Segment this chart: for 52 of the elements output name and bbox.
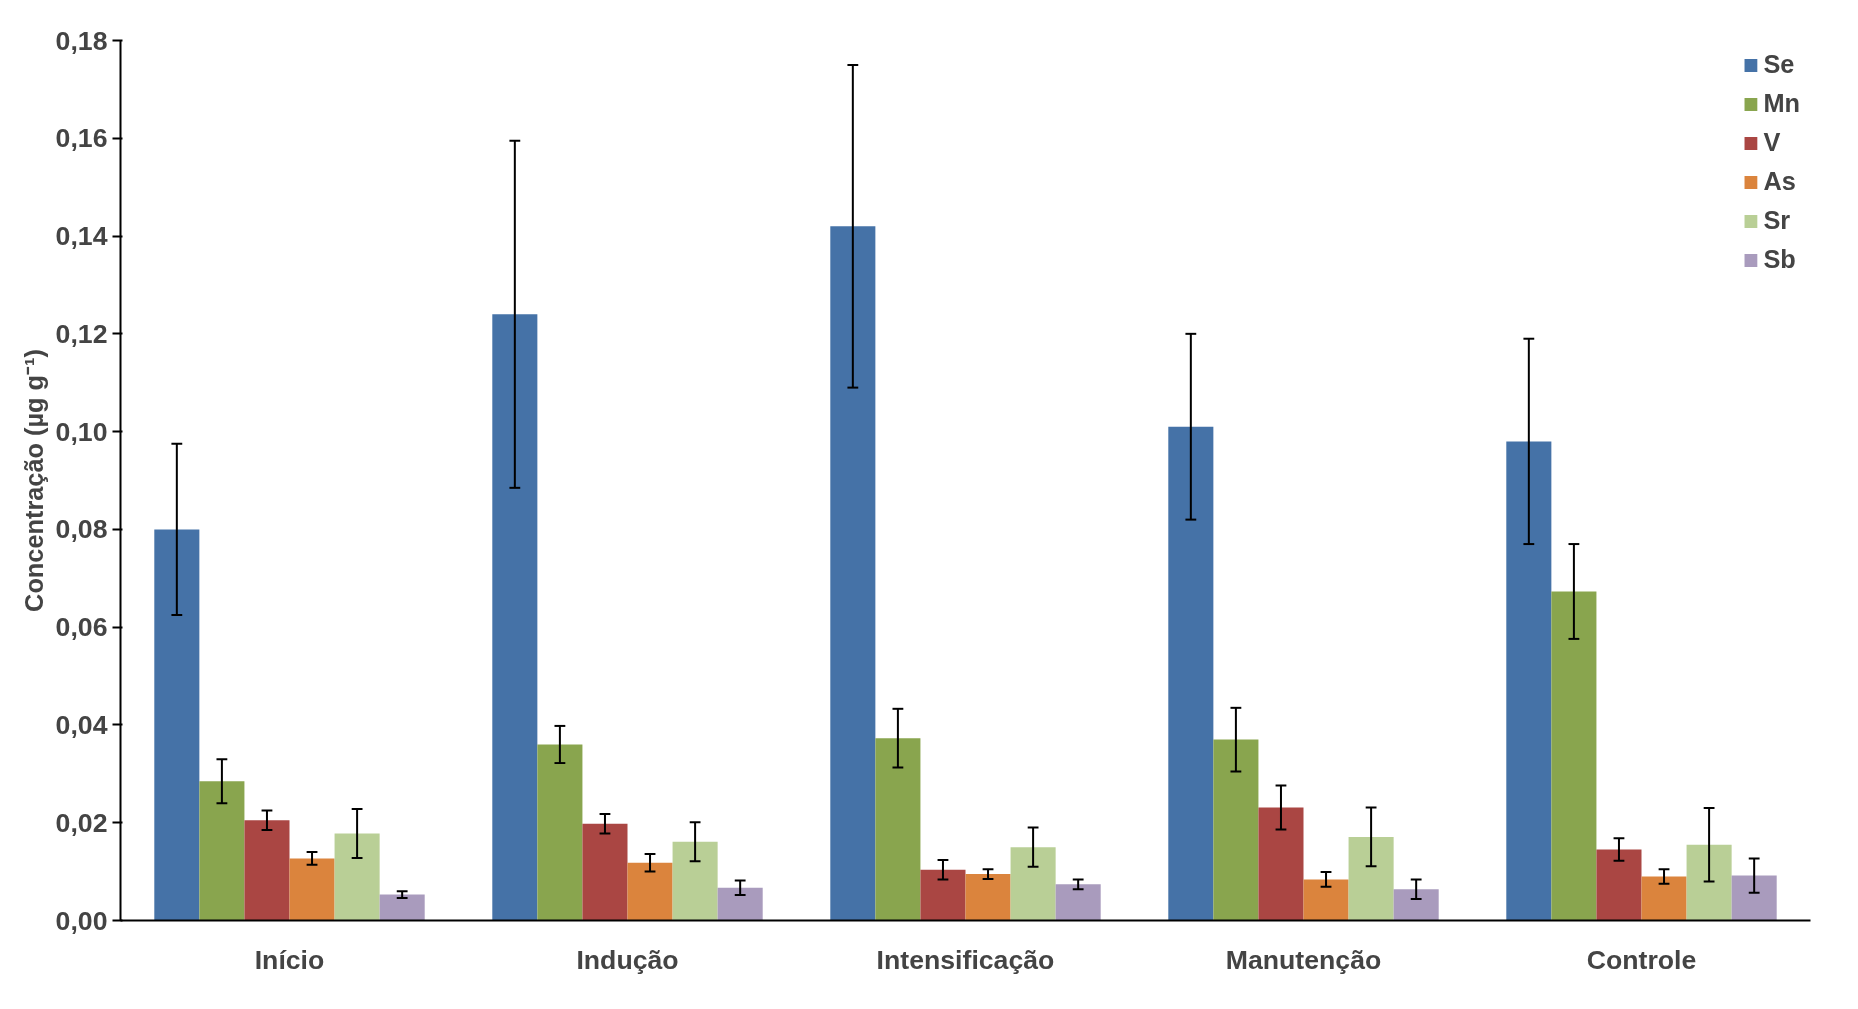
y-tick-label: 0,02 [55, 807, 108, 838]
y-tick-label: 0,06 [55, 612, 108, 643]
bar [875, 738, 921, 921]
legend-label: Se [1763, 50, 1795, 79]
bar [1731, 875, 1777, 921]
bar [199, 781, 245, 921]
bar [537, 744, 583, 921]
legend-label: Sr [1763, 206, 1791, 235]
legend-label: Mn [1763, 89, 1800, 118]
bar [1168, 426, 1214, 921]
y-tick-label: 0,14 [55, 221, 108, 252]
bar [379, 894, 425, 921]
bar [920, 869, 966, 921]
bar [334, 833, 380, 921]
bar [627, 862, 673, 921]
y-axis-title: Concentração (µg g⁻¹) [19, 349, 48, 612]
bar [289, 858, 335, 921]
bar [492, 314, 538, 921]
bar [830, 226, 876, 921]
bar [1641, 876, 1687, 921]
y-tick-label: 0,08 [55, 514, 108, 545]
bar [582, 823, 628, 921]
bar [1596, 849, 1642, 921]
x-tick-label: Indução [576, 944, 679, 975]
bar [1506, 441, 1552, 921]
bar [1686, 844, 1732, 921]
bar [1393, 889, 1439, 921]
y-tick-label: 0,04 [55, 709, 108, 740]
y-tick-label: 0,12 [55, 318, 108, 349]
bar [1055, 884, 1101, 921]
bar [1213, 739, 1259, 921]
bar [1348, 836, 1394, 921]
bar [1551, 591, 1597, 921]
y-tick-label: 0,10 [55, 416, 108, 447]
y-tick-label: 0,16 [55, 123, 108, 154]
bar [1303, 879, 1349, 921]
bar [1010, 847, 1056, 921]
x-tick-label: Controle [1586, 944, 1697, 975]
bar [244, 820, 290, 921]
bar [154, 529, 200, 921]
bar [965, 874, 1011, 921]
x-tick-label: Intensificação [876, 944, 1055, 975]
bar [717, 887, 763, 921]
bar [1258, 807, 1304, 921]
legend-label: V [1763, 128, 1782, 157]
legend-label: Sb [1763, 245, 1796, 274]
x-tick-label: Início [254, 944, 325, 975]
x-tick-label: Manutenção [1225, 944, 1382, 975]
legend-label: As [1763, 167, 1796, 196]
bar [672, 841, 718, 921]
y-tick-label: 0,18 [55, 25, 108, 56]
y-tick-label: 0,00 [55, 905, 108, 936]
